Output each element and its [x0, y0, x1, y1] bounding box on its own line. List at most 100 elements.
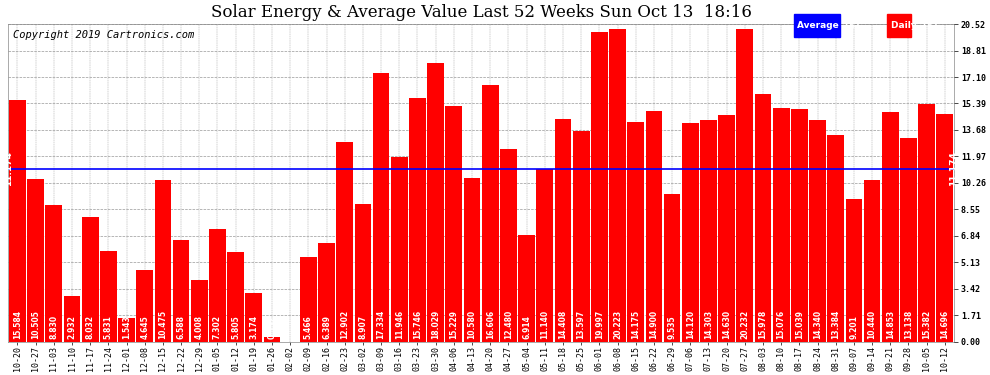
Bar	[663, 194, 680, 342]
Bar	[154, 180, 171, 342]
Bar	[791, 109, 808, 342]
Bar	[354, 204, 371, 342]
Text: 6.588: 6.588	[176, 315, 185, 339]
Bar	[318, 243, 335, 342]
Text: 15.229: 15.229	[449, 310, 458, 339]
Bar	[919, 104, 935, 342]
Text: 14.408: 14.408	[558, 310, 567, 339]
Text: 20.232: 20.232	[741, 310, 749, 339]
Text: 6.914: 6.914	[522, 315, 531, 339]
Bar	[573, 131, 589, 342]
Text: 13.597: 13.597	[576, 310, 586, 339]
Text: 10.440: 10.440	[867, 310, 876, 339]
Text: 5.805: 5.805	[231, 316, 241, 339]
Bar	[845, 199, 862, 342]
Text: 8.907: 8.907	[358, 315, 367, 339]
Text: 10.580: 10.580	[467, 310, 476, 339]
Bar	[591, 32, 608, 342]
Bar	[300, 257, 317, 342]
Text: 12.902: 12.902	[341, 310, 349, 339]
Text: 13.384: 13.384	[832, 310, 841, 339]
Text: 4.008: 4.008	[195, 315, 204, 339]
Text: 5.466: 5.466	[304, 316, 313, 339]
Bar	[263, 336, 280, 342]
Text: 13.138: 13.138	[904, 310, 913, 339]
Text: 7.302: 7.302	[213, 315, 222, 339]
Text: Daily  ($): Daily ($)	[891, 21, 938, 30]
Text: 8.032: 8.032	[86, 315, 95, 339]
Bar	[409, 98, 426, 342]
Bar	[828, 135, 844, 342]
Text: 2.932: 2.932	[67, 315, 76, 339]
Text: 0.332: 0.332	[267, 315, 276, 339]
Bar	[28, 179, 44, 342]
Text: 15.584: 15.584	[13, 310, 22, 339]
Text: 14.340: 14.340	[813, 310, 822, 339]
Text: 17.334: 17.334	[376, 310, 386, 339]
Bar	[554, 119, 571, 342]
Bar	[228, 252, 244, 342]
Bar	[754, 94, 771, 342]
Bar	[373, 74, 389, 342]
Bar	[809, 120, 826, 342]
Bar	[937, 114, 953, 342]
Bar	[518, 235, 535, 342]
Bar	[482, 85, 499, 342]
Text: 11.174: 11.174	[949, 151, 958, 186]
Text: 4.645: 4.645	[141, 316, 149, 339]
Text: 3.174: 3.174	[249, 315, 258, 339]
Bar	[428, 63, 445, 342]
Bar	[46, 205, 62, 342]
Text: 15.746: 15.746	[413, 310, 422, 339]
Text: 9.201: 9.201	[849, 315, 858, 339]
Bar	[100, 251, 117, 342]
Bar	[628, 122, 644, 342]
Text: 5.831: 5.831	[104, 315, 113, 339]
Bar	[209, 229, 226, 342]
Text: 10.475: 10.475	[158, 310, 167, 339]
Bar	[63, 296, 80, 342]
Bar	[887, 14, 911, 37]
Bar	[900, 138, 917, 342]
Bar	[645, 111, 662, 342]
Bar	[446, 106, 462, 342]
Bar	[246, 292, 262, 342]
Bar	[773, 108, 789, 342]
Text: 14.696: 14.696	[940, 310, 949, 339]
Text: 11.174: 11.174	[4, 151, 13, 186]
Bar	[463, 178, 480, 342]
Text: 19.997: 19.997	[595, 310, 604, 339]
Text: 14.175: 14.175	[632, 310, 641, 339]
Bar	[191, 280, 208, 342]
Text: 15.382: 15.382	[922, 310, 932, 339]
Bar	[391, 157, 408, 342]
Text: 15.039: 15.039	[795, 310, 804, 339]
Text: 1.543: 1.543	[122, 316, 131, 339]
Bar	[82, 217, 99, 342]
Bar	[9, 100, 26, 342]
Text: 16.606: 16.606	[486, 310, 495, 339]
Text: 14.303: 14.303	[704, 310, 713, 339]
Text: 14.853: 14.853	[886, 310, 895, 339]
Text: 6.389: 6.389	[322, 315, 331, 339]
Text: 11.140: 11.140	[541, 310, 549, 339]
Text: 9.535: 9.535	[667, 316, 676, 339]
Bar	[882, 112, 899, 342]
Bar	[863, 180, 880, 342]
Bar	[718, 115, 735, 342]
Text: 11.946: 11.946	[395, 310, 404, 339]
Text: 14.120: 14.120	[686, 310, 695, 339]
Bar	[737, 28, 753, 342]
Text: 10.505: 10.505	[31, 310, 41, 339]
Bar	[794, 14, 840, 37]
Bar	[682, 123, 699, 342]
Bar	[172, 240, 189, 342]
Bar	[609, 29, 626, 342]
Text: 12.480: 12.480	[504, 310, 513, 339]
Text: Average  ($): Average ($)	[798, 21, 860, 30]
Text: 15.978: 15.978	[758, 310, 767, 339]
Bar	[700, 120, 717, 342]
Bar	[500, 148, 517, 342]
Bar	[137, 270, 153, 342]
Text: 15.076: 15.076	[776, 310, 786, 339]
